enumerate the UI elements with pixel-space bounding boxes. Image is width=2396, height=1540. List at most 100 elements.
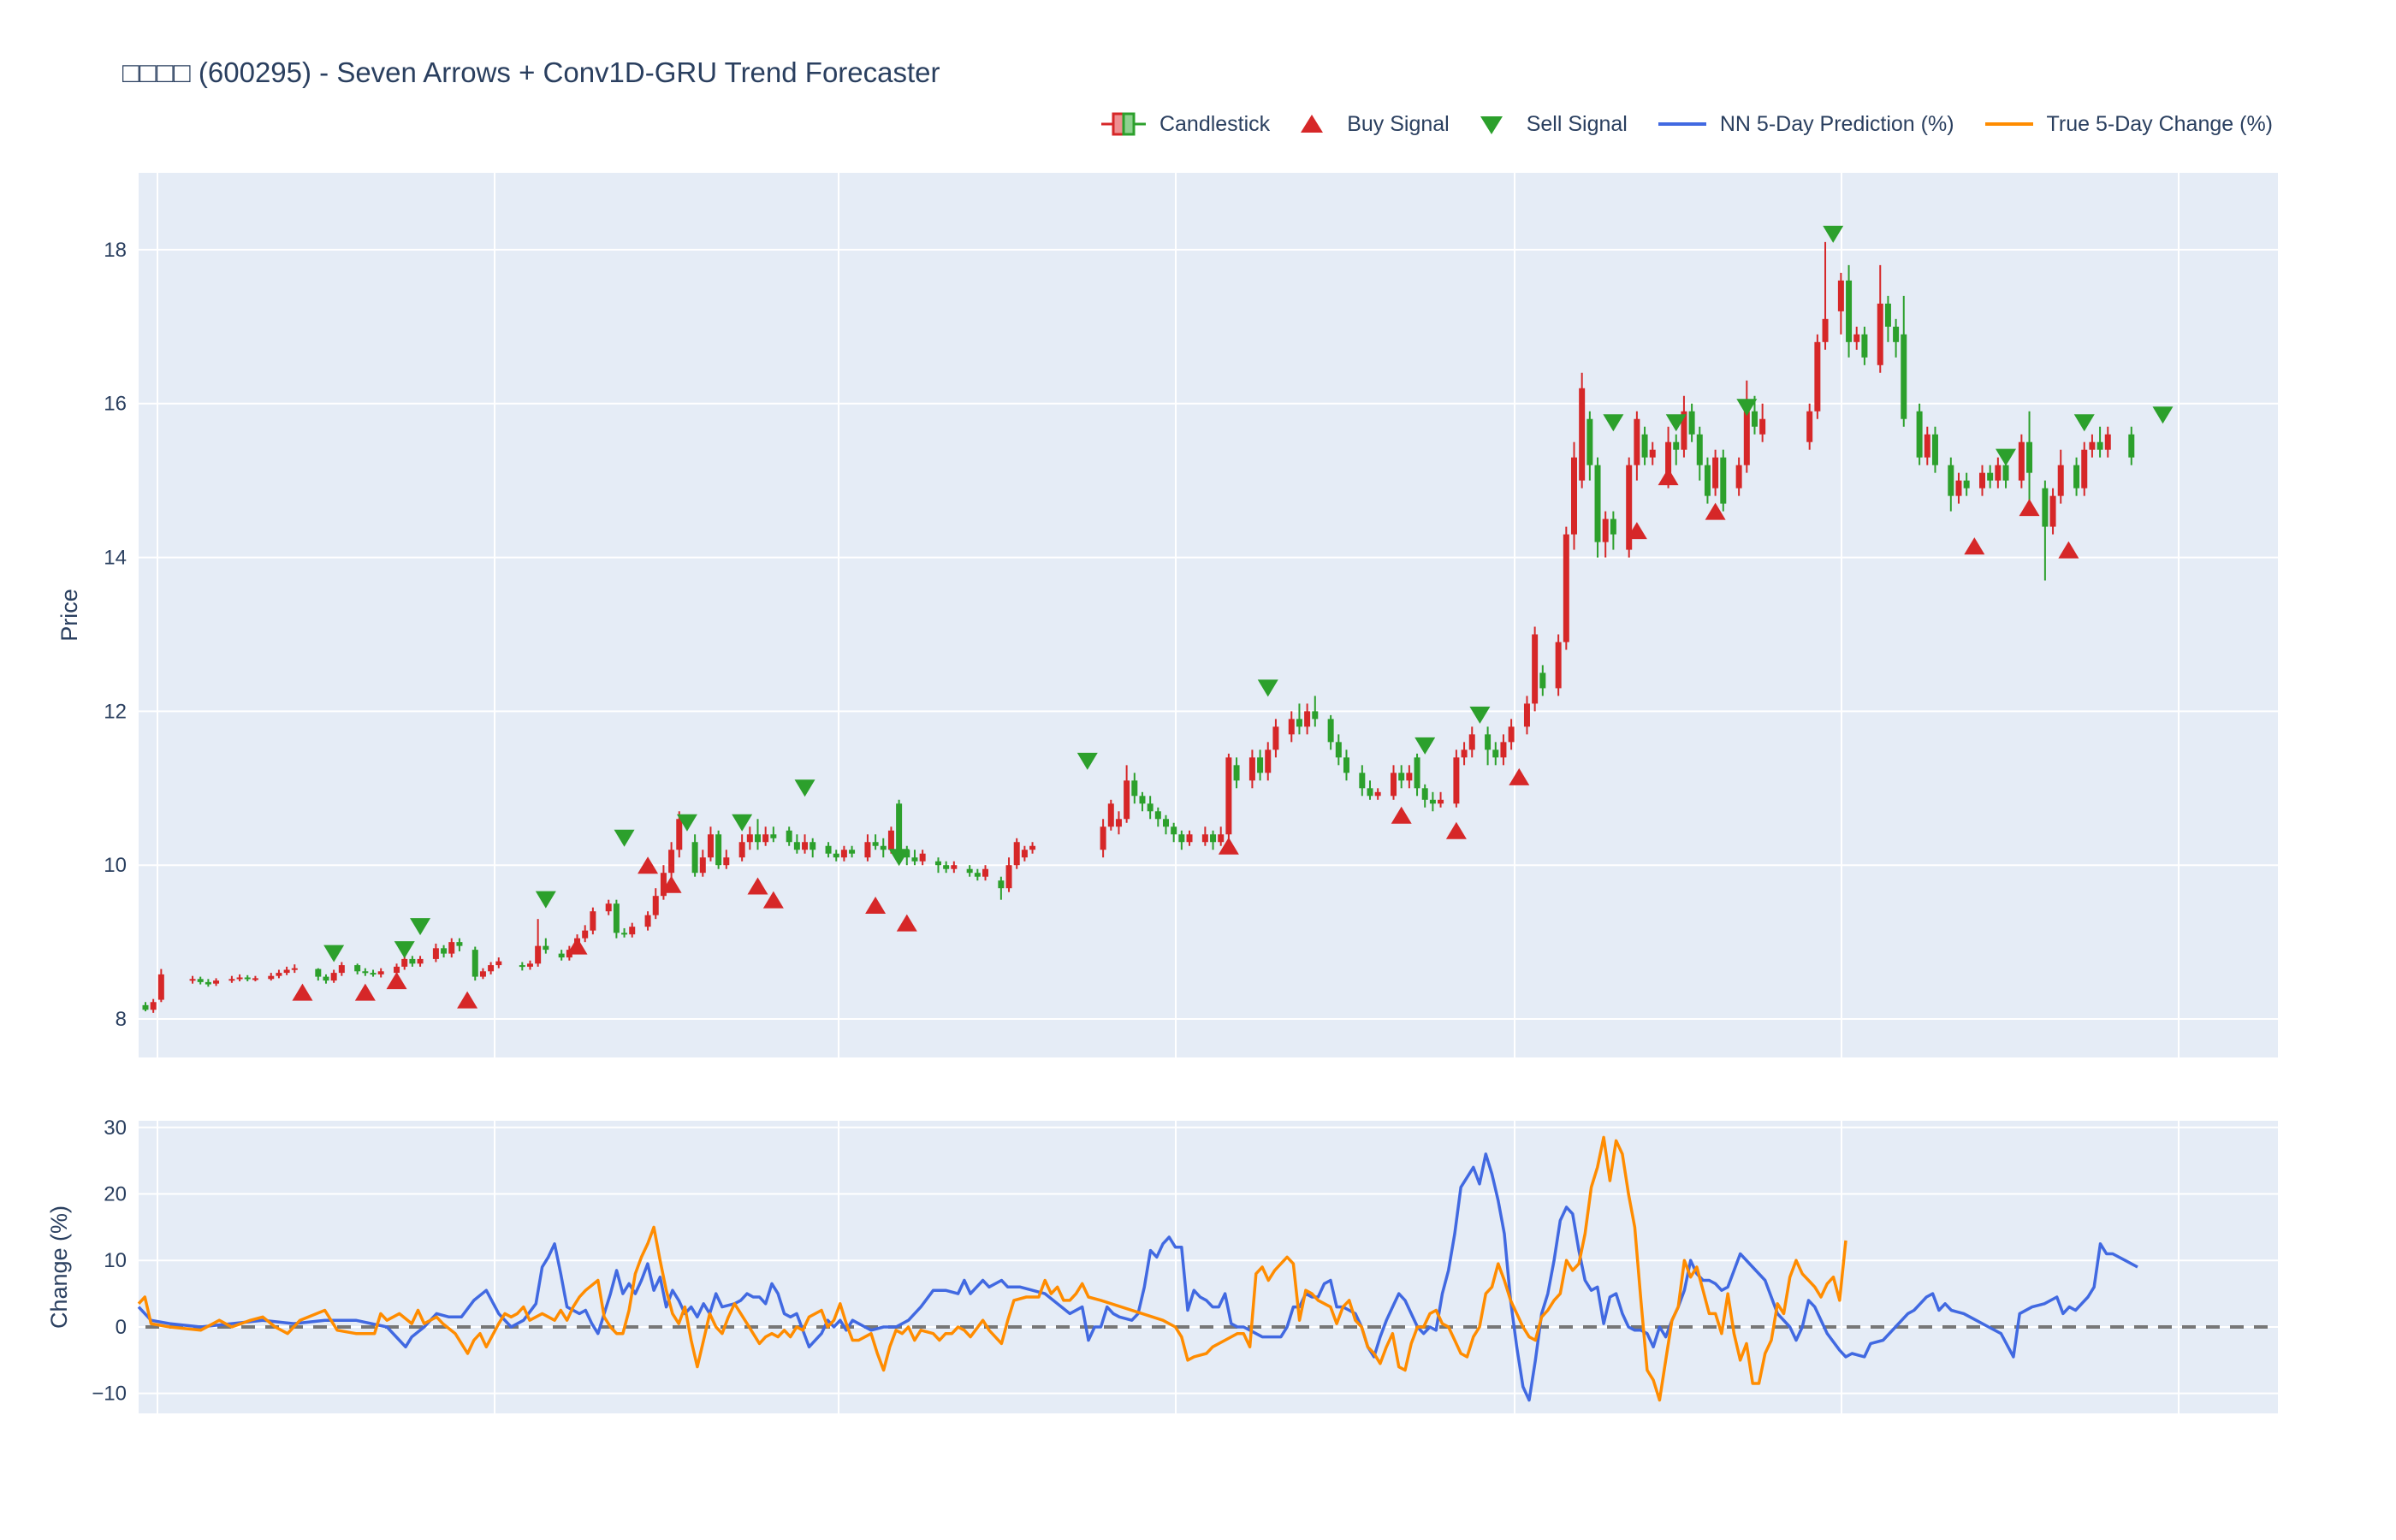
candle-body: [1131, 780, 1138, 797]
candle-body: [213, 980, 220, 984]
candle-body: [1563, 534, 1569, 643]
candle-down: [934, 857, 941, 874]
candle-body: [982, 868, 989, 877]
candle-body: [644, 915, 651, 927]
price-axis-title: Price: [56, 589, 82, 642]
candle-up: [644, 911, 651, 931]
buy-signal-marker: [896, 914, 917, 932]
candle-body: [1154, 811, 1161, 820]
candle-up: [2018, 434, 2025, 489]
candle-down: [1641, 426, 1648, 465]
candle-body: [2026, 441, 2033, 473]
candle-up: [417, 956, 424, 967]
candle-body: [2049, 495, 2056, 527]
y-tick-label: 14: [104, 547, 127, 570]
candle-down: [1178, 830, 1185, 850]
buy-signal-marker: [457, 991, 478, 1009]
candle-down: [1163, 814, 1169, 835]
candle-up: [338, 962, 345, 976]
legend-item-sell[interactable]: Sell Signal: [1479, 111, 1628, 137]
change-plot-area[interactable]: [139, 1121, 2278, 1413]
candle-up: [840, 845, 847, 862]
candle-body: [1265, 749, 1272, 773]
candle-down: [825, 842, 832, 858]
candle-up: [1837, 272, 1844, 335]
chart-title: □□□□ (600295) - Seven Arrows + Conv1D-GR…: [122, 56, 940, 88]
candle-up: [268, 973, 275, 981]
candle-body: [1163, 819, 1169, 827]
candle-body: [1924, 434, 1930, 458]
sell-signal-marker: [535, 891, 556, 909]
candle-body: [872, 842, 879, 846]
candle-up: [762, 826, 769, 846]
candle-body: [887, 830, 894, 850]
candle-body: [1610, 518, 1616, 535]
candle-down: [409, 956, 416, 967]
candle-body: [1225, 757, 1232, 835]
candle-up: [590, 907, 596, 935]
candle-down: [1414, 753, 1420, 797]
candle-body: [998, 880, 1005, 889]
sell-signal-marker: [1996, 448, 2017, 466]
candle-down: [1916, 403, 1923, 465]
candle-down: [1673, 434, 1680, 465]
y-tick-label: 12: [104, 700, 127, 723]
candle-down: [2073, 457, 2080, 496]
price-plot-area[interactable]: [139, 173, 2278, 1057]
sell-signal-marker: [410, 918, 431, 936]
candle-body: [1312, 711, 1319, 720]
candle-up: [495, 957, 502, 968]
candle-body: [2089, 441, 2096, 450]
candle-up: [676, 811, 683, 858]
candle-body: [621, 933, 628, 935]
candle-down: [1846, 264, 1853, 358]
candle-up: [802, 834, 809, 854]
legend-label-sell: Sell Signal: [1526, 111, 1628, 136]
candle-body: [1414, 757, 1420, 789]
candle-body: [1901, 334, 1907, 419]
y-tick-label: 20: [104, 1183, 127, 1206]
candle-body: [1861, 334, 1868, 358]
candle-down: [1343, 749, 1349, 781]
candle-body: [1492, 749, 1499, 758]
candle-up: [1005, 857, 1012, 892]
candle-body: [362, 971, 369, 974]
candle-up: [1877, 264, 1883, 373]
candle-body: [825, 845, 832, 854]
candle-up: [919, 850, 926, 866]
candle-down: [1139, 791, 1146, 812]
legend-item-nn[interactable]: NN 5-Day Prediction (%): [1657, 111, 1954, 137]
candle-body: [1696, 434, 1703, 465]
candle-up: [276, 969, 282, 979]
legend-item-candlestick[interactable]: Candlestick: [1100, 111, 1270, 137]
candle-up: [526, 960, 533, 970]
candle-down: [1421, 784, 1428, 808]
candle-body: [770, 834, 777, 838]
candle-body: [1029, 845, 1036, 850]
candle-body: [1814, 341, 1821, 412]
candle-down: [1539, 665, 1546, 696]
candle-up: [629, 922, 636, 938]
candle-body: [793, 842, 800, 850]
candle-body: [1586, 418, 1593, 465]
candle-up: [377, 968, 384, 978]
candle-body: [668, 850, 675, 874]
legend-label-candlestick: Candlestick: [1159, 111, 1271, 136]
candle-body: [919, 853, 926, 862]
candle-up: [1225, 753, 1232, 843]
legend-item-buy[interactable]: Buy Signal: [1299, 111, 1450, 137]
candle-body: [605, 903, 612, 912]
legend-item-true[interactable]: True 5-Day Change (%): [1984, 111, 2273, 137]
triangle-up-icon: [1301, 115, 1324, 133]
sell-signal-marker: [794, 779, 815, 797]
candle-body: [1673, 441, 1680, 450]
candle-body: [1735, 465, 1742, 489]
candle-down: [543, 938, 549, 954]
candle-body: [2073, 465, 2080, 489]
candle-body: [1602, 518, 1609, 542]
candle-up: [1218, 826, 1225, 846]
candle-down: [1359, 765, 1366, 797]
candle-down: [1861, 326, 1868, 365]
candle-body: [2128, 434, 2135, 458]
